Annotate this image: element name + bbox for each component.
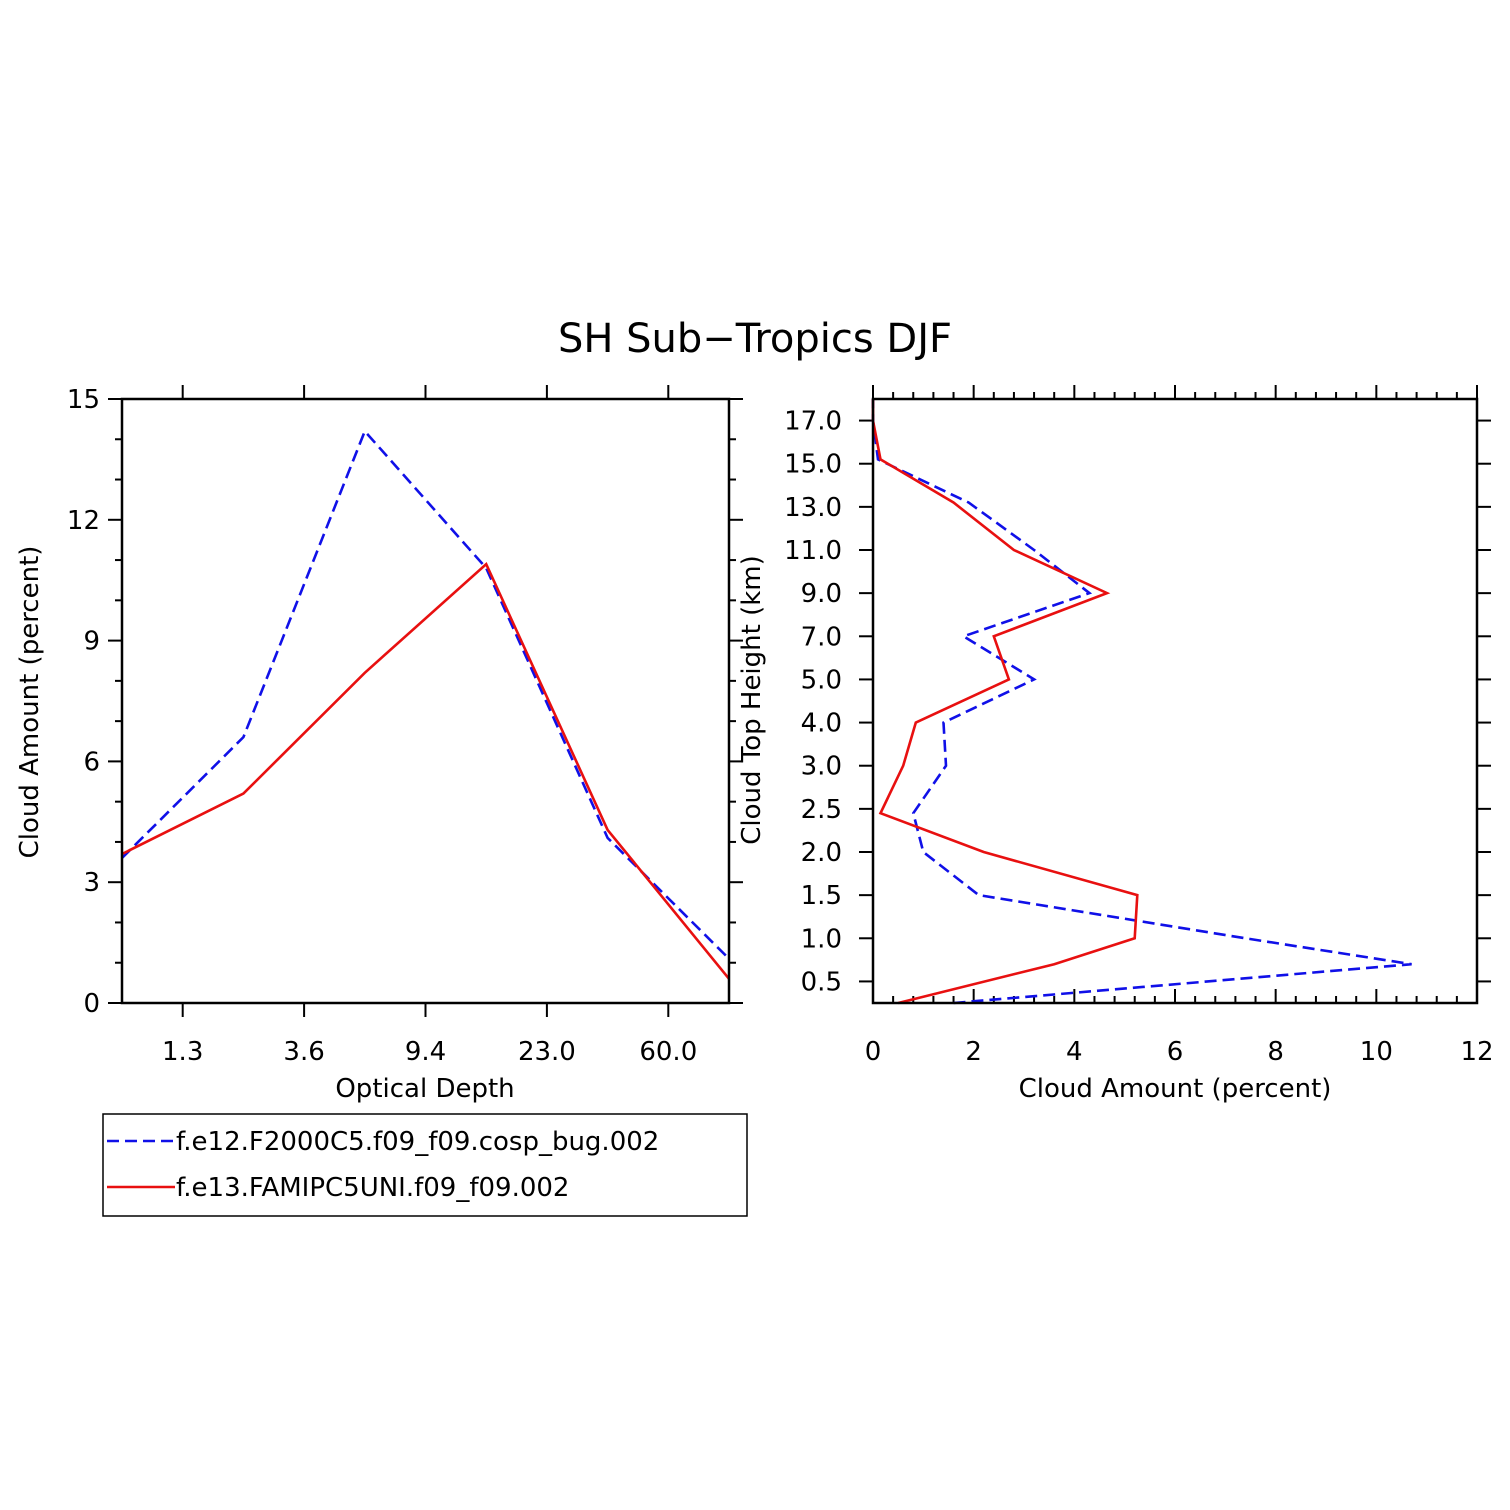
right-y-tick-label: 2.0 (801, 838, 842, 868)
right-y-tick-label: 4.0 (801, 709, 842, 739)
legend-label-cosp-bug: f.e12.F2000C5.f09_f09.cosp_bug.002 (176, 1127, 659, 1157)
right-y-tick-label: 1.5 (801, 881, 842, 911)
right-x-tick-label: 4 (1066, 1037, 1083, 1067)
left-axis-ticks (108, 385, 743, 1017)
left-plot-frame (120, 397, 731, 1005)
left-series-lines (121, 428, 731, 980)
left-x-axis-label: Optical Depth (335, 1074, 514, 1104)
left-x-tick-label: 1.3 (162, 1037, 203, 1067)
left-x-tick-label: 60.0 (639, 1037, 697, 1067)
right-series-lines (871, 399, 1412, 1005)
right-y-tick-label: 3.0 (801, 752, 842, 782)
left-series-line-famipc5uni (121, 561, 731, 980)
right-y-axis-label: Cloud Top Height (km) (737, 555, 767, 845)
left-y-axis-label: Cloud Amount (percent) (15, 546, 45, 859)
right-x-tick-label: 10 (1360, 1037, 1393, 1067)
left-y-tick-label: 3 (83, 868, 100, 898)
right-plot-frame (871, 397, 1479, 1005)
right-y-tick-label: 0.5 (801, 967, 842, 997)
left-series-line-cosp-bug (121, 428, 730, 960)
right-y-tick-label: 15.0 (784, 450, 842, 480)
left-y-tick-label: 9 (83, 627, 100, 657)
right-x-tick-label: 6 (1167, 1037, 1184, 1067)
left-y-tick-label: 6 (83, 747, 100, 777)
right-x-tick-label: 0 (865, 1037, 882, 1067)
right-chart: 0.5 1.0 1.5 2.0 2.5 3.0 4.0 5.0 7.0 9.0 11.0 13.0 15… (737, 385, 1494, 1104)
right-x-axis-label: Cloud Amount (percent) (1019, 1074, 1332, 1104)
right-y-tick-label: 13.0 (784, 493, 842, 523)
figure-title: SH Sub−Tropics DJF (558, 316, 952, 362)
right-x-tick-label: 2 (965, 1037, 982, 1067)
right-y-tick-label: 9.0 (801, 579, 842, 609)
right-y-tick-label: 11.0 (784, 536, 842, 566)
left-y-tick-label: 12 (67, 506, 100, 536)
legend: f.e12.F2000C5.f09_f09.cosp_bug.002 f.e13… (102, 1113, 748, 1217)
left-y-tick-label: 0 (83, 989, 100, 1019)
left-x-tick-label: 23.0 (518, 1037, 576, 1067)
left-y-tick-label: 15 (67, 385, 100, 415)
right-series-line-cosp-bug (871, 399, 1412, 1005)
right-series-line-famipc5uni (871, 399, 1139, 1005)
legend-label-famipc5uni: f.e13.FAMIPC5UNI.f09_f09.002 (176, 1173, 569, 1203)
right-x-tick-label: 8 (1267, 1037, 1284, 1067)
right-y-tick-label: 1.0 (801, 924, 842, 954)
right-y-tick-label: 17.0 (784, 407, 842, 437)
left-x-tick-label: 3.6 (283, 1037, 324, 1067)
right-x-tick-label: 12 (1460, 1037, 1493, 1067)
left-x-tick-label: 9.4 (405, 1037, 446, 1067)
left-tick-labels: 0 3 6 9 12 15 1.3 3.6 9.4 23.0 60.0 (67, 385, 697, 1067)
right-tick-labels: 0.5 1.0 1.5 2.0 2.5 3.0 4.0 5.0 7.0 9.0 11.0 13.0 15… (784, 407, 1493, 1067)
right-y-tick-label: 2.5 (801, 795, 842, 825)
right-y-tick-label: 5.0 (801, 665, 842, 695)
legend-box (102, 1113, 748, 1217)
right-y-tick-label: 7.0 (801, 622, 842, 652)
right-axis-ticks (859, 385, 1491, 1003)
